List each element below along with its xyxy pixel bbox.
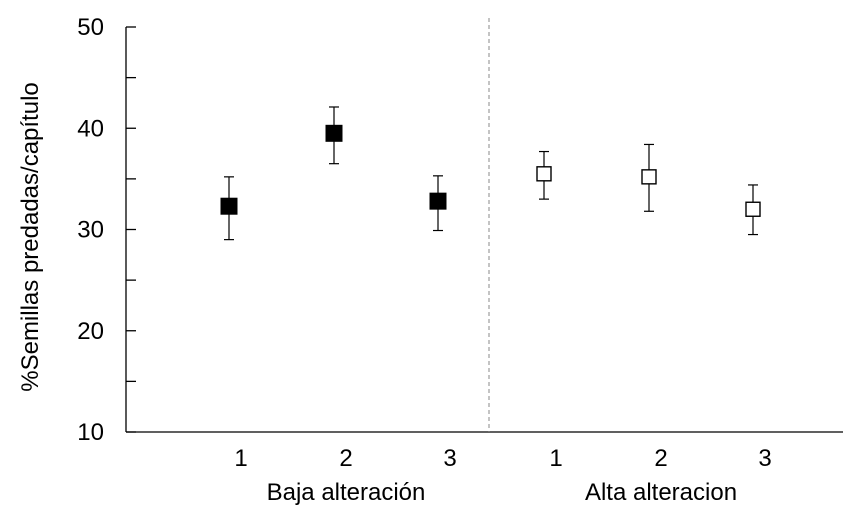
- filled-square-marker: [220, 197, 238, 215]
- y-tick-label: 40: [77, 115, 104, 142]
- x-tick-label: 1: [234, 445, 247, 472]
- x-tick-label: 2: [654, 445, 667, 472]
- data-marks: [220, 106, 761, 241]
- x-ticks: 1 2 3 1 2 3: [234, 445, 771, 472]
- group-labels: Baja alteración Alta alteracion: [267, 479, 737, 505]
- x-tick-label: 2: [339, 445, 352, 472]
- group-label: Baja alteración: [267, 479, 426, 505]
- y-ticks: 10 20 30 40 50: [77, 14, 136, 446]
- y-tick-label: 50: [77, 14, 104, 41]
- x-tick-label: 3: [443, 445, 456, 472]
- group-label: Alta alteracion: [585, 479, 737, 505]
- open-square-marker: [641, 169, 657, 185]
- x-tick-label: 1: [549, 445, 562, 472]
- open-square-marker: [536, 166, 552, 182]
- x-tick-label: 3: [758, 445, 771, 472]
- y-axis-title: %Semillas predadas/capítulo: [17, 82, 44, 392]
- y-tick-label: 10: [77, 419, 104, 446]
- open-square-marker: [745, 201, 761, 217]
- y-tick-label: 30: [77, 217, 104, 244]
- filled-square-marker: [325, 124, 343, 142]
- filled-square-marker: [429, 192, 447, 210]
- y-tick-label: 20: [77, 318, 104, 345]
